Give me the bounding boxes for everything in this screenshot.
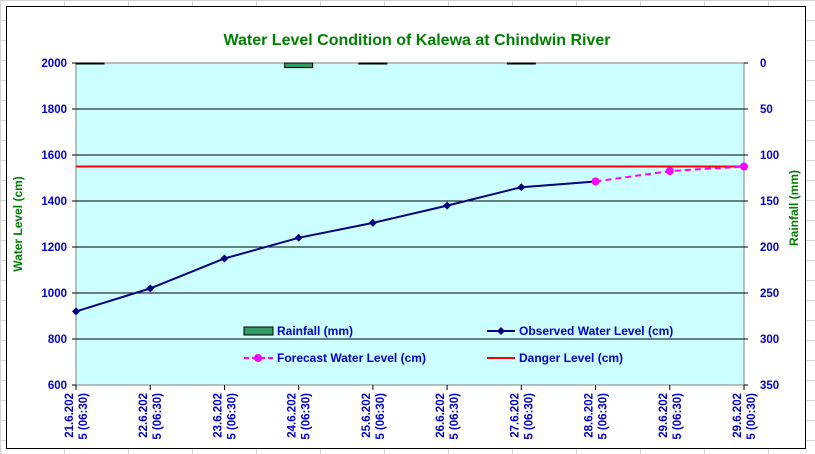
y2-tick-label: 250	[760, 288, 779, 300]
legend-entry-danger: Danger Level (cm)	[487, 351, 623, 365]
y-tick-label: 1800	[41, 104, 67, 116]
observed-point	[368, 218, 377, 227]
x-axis-ticks: 21.6.202 5 (06:30) 22.6.202 5 (06:30) 23.6.2…	[64, 385, 758, 440]
observed-point	[146, 284, 155, 293]
forecast-point	[591, 177, 600, 186]
x-tick-label: 29.6.202 5 (06:30)	[658, 393, 684, 440]
series-markers	[72, 162, 748, 316]
y-tick-label: 1000	[41, 288, 67, 300]
right-axis-ticks: 0 50 100 150 200 250 300 350	[744, 58, 779, 392]
observed-point	[72, 307, 80, 316]
forecast-point	[740, 162, 748, 171]
legend-swatch-rainfall	[243, 326, 274, 336]
x-tick-label: 27.6.202 5 (06:30)	[509, 393, 535, 440]
y-tick-label: 1600	[41, 150, 67, 162]
legend-entry-observed: Observed Water Level (cm)	[487, 324, 673, 338]
rainfall-bar	[75, 62, 105, 65]
observed-point	[443, 201, 452, 210]
rainfall-bar	[284, 62, 314, 69]
y-tick-label: 800	[48, 334, 67, 346]
y-tick-label: 2000	[41, 58, 67, 70]
rainfall-bar	[358, 62, 388, 65]
forecast-point	[665, 167, 674, 176]
legend: Rainfall (mm) Observed Water Level (cm) …	[243, 324, 673, 365]
x-tick-label: 23.6.202 5 (06:30)	[212, 393, 238, 440]
x-tick-label: 21.6.202 5 (06:30)	[64, 393, 90, 440]
x-tick-label: 24.6.202 5 (06:30)	[287, 393, 313, 440]
legend-marker-observed	[497, 327, 505, 335]
chart-title: Water Level Condition of Kalewa at Chind…	[223, 32, 610, 49]
y2-tick-label: 350	[760, 380, 779, 392]
y2-tick-label: 0	[760, 58, 766, 70]
y2-tick-label: 150	[760, 196, 779, 208]
rainfall-bar	[506, 62, 536, 65]
y-tick-label: 1400	[41, 196, 67, 208]
legend-label-danger: Danger Level (cm)	[519, 351, 623, 365]
gridlines	[76, 108, 744, 340]
observed-point	[517, 183, 526, 192]
legend-entry-forecast: Forecast Water Level (cm)	[244, 351, 426, 365]
y2-axis-label: Rainfall (mm)	[787, 170, 801, 246]
legend-label-observed: Observed Water Level (cm)	[519, 324, 673, 338]
legend-marker-forecast	[254, 354, 262, 362]
y-axis-label: Water Level (cm)	[11, 176, 25, 272]
x-tick-label: 26.6.202 5 (06:30)	[435, 393, 461, 440]
y2-tick-label: 200	[760, 242, 779, 254]
y-tick-label: 600	[48, 380, 67, 392]
x-tick-label: 29.6.202 5 (00:30)	[732, 393, 758, 440]
y2-tick-label: 100	[760, 150, 779, 162]
legend-label-rainfall: Rainfall (mm)	[277, 324, 353, 338]
y2-tick-label: 50	[760, 104, 773, 116]
x-tick-label: 28.6.202 5 (06:30)	[584, 393, 610, 440]
legend-entry-rainfall: Rainfall (mm)	[243, 324, 353, 338]
x-tick-label: 22.6.202 5 (06:30)	[138, 393, 164, 440]
observed-series-line	[75, 180, 596, 313]
x-tick-label: 25.6.202 5 (06:30)	[361, 393, 387, 440]
y-tick-label: 1200	[41, 242, 67, 254]
observed-point	[294, 233, 303, 242]
plot-area	[75, 62, 745, 386]
observed-point	[220, 254, 229, 263]
legend-label-forecast: Forecast Water Level (cm)	[277, 351, 426, 365]
left-axis-ticks: 600 800 1000 1200 1400 1600 1800 2000	[41, 58, 76, 392]
y2-tick-label: 300	[760, 334, 779, 346]
